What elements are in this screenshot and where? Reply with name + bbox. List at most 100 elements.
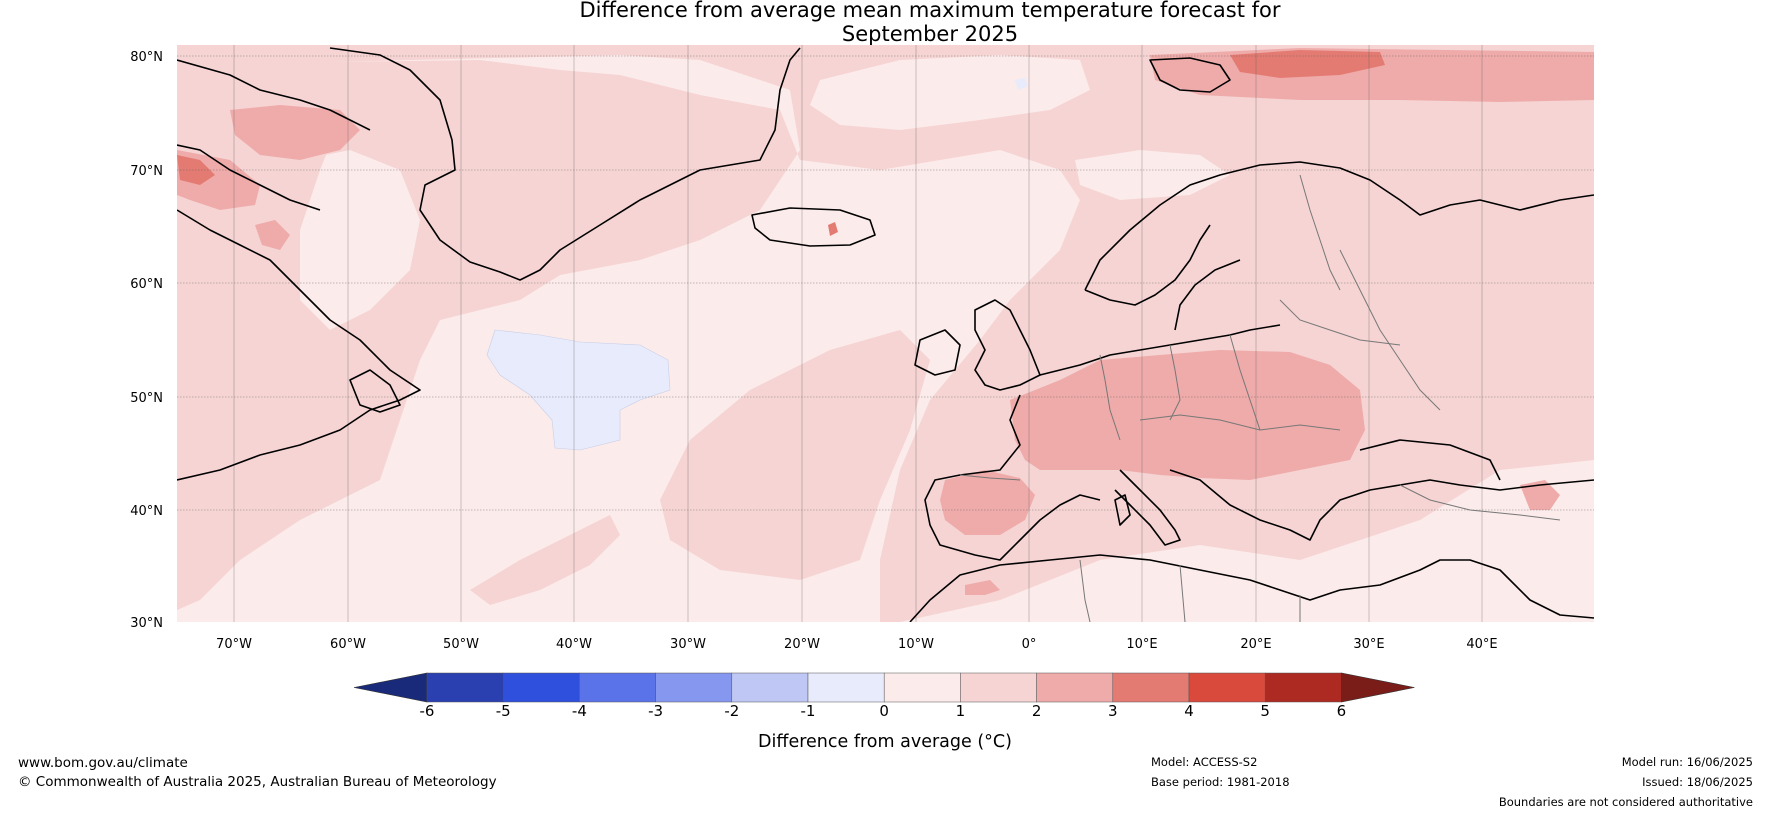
colorbar-tick-label: 1 [956,702,966,720]
anomaly-region-0-1-labrador [290,150,420,330]
lon-label-70w: 70°W [216,637,252,652]
lat-label-60n: 60°N [130,277,163,292]
coastline-sardinia-corsica [1114,494,1131,526]
coastline-black-sea [1359,439,1501,481]
coastline-labrador [177,209,421,481]
lat-label-50n: 50°N [130,391,163,406]
border-central-europe [1139,414,1341,431]
coastlines [177,47,1594,622]
coastline-italy [1114,469,1181,546]
country-borders [959,174,1561,622]
border-finland-russia [1299,174,1341,291]
colorbar-tick-label: 4 [1184,702,1194,720]
lat-label-30n: 30°N [130,616,163,631]
border-baltics [1279,299,1401,346]
coastline-norway-south [1084,224,1211,306]
colorbar-swatch [655,672,733,703]
colorbar-tick-label: -1 [801,702,816,720]
colorbar-tick-label: 3 [1108,702,1118,720]
lon-label-10e: 10°E [1126,637,1157,652]
anomaly-region-3-4-svalbard [1230,50,1385,78]
coastline-balkans [1169,469,1594,541]
graticule [177,55,1594,511]
border-spain-france [959,474,1021,481]
anomaly-region-3-4-iceland [828,222,838,236]
colorbar-swatch [1112,672,1190,703]
coastline-newfoundland [349,369,401,413]
coastline-svalbard [1149,57,1231,93]
lon-label-10w: 10°W [898,637,934,652]
border-turkey [1399,484,1561,521]
footer-model-run: Model run: 16/06/2025 [1621,755,1753,769]
lon-label-60w: 60°W [330,637,366,652]
coastline-france-spain [924,394,1101,561]
anomaly-region-2-3-central-europe [1010,350,1365,480]
anomaly-region-2-3-baffin [230,105,360,160]
coastline-ireland [914,329,961,376]
lat-label-80n: 80°N [130,50,163,65]
colorbar-tick-label: 2 [1032,702,1042,720]
anomaly-region-2-3-north-africa [965,580,1000,595]
lon-label-40e: 40°E [1466,637,1497,652]
colorbar-swatch [1188,672,1266,703]
border-poland-ukraine [1229,334,1261,431]
colorbar-swatch [1264,672,1342,703]
lon-label-30w: 30°W [670,637,706,652]
border-north-africa-states [1079,559,1301,622]
meridians [233,45,1483,622]
map-title: Difference from average mean maximum tem… [0,0,1770,46]
coastline-sweden [1174,259,1241,331]
colorbar-tick-label: 6 [1337,702,1347,720]
border-france-germany [1099,354,1121,441]
footer-site: www.bom.gov.au/climate [18,755,188,771]
colorbar-tick-label: -5 [496,702,511,720]
lon-label-0: 0° [1022,637,1037,652]
colorbar-tick-label: -2 [724,702,739,720]
colorbar-tick-label: -6 [420,702,435,720]
colorbar-tick-label: 0 [879,702,889,720]
colorbar-swatch [502,672,580,703]
footer-model: Model: ACCESS-S2 [1151,755,1258,769]
colorbar-label: Difference from average (°C) [758,732,1012,752]
lat-label-40n: 40°N [130,504,163,519]
coastline-canada-arctic [177,59,371,131]
colorbar-tick-label: -4 [572,702,587,720]
colorbar-ticks: -6 -5 -4 -3 -2 -1 0 1 2 3 4 5 6 [420,702,1347,720]
lon-label-20w: 20°W [784,637,820,652]
coastline-iceland [751,207,876,247]
anomaly-region-1-2-sw-atlantic [470,515,620,605]
anomaly-region-0-1-norwegian-sea [1075,150,1230,200]
colorbar-swatch [807,672,885,703]
map-title-line-1: Difference from average mean maximum tem… [579,0,1281,22]
coastline-scandinavia [1084,161,1594,291]
colorbar: -6 -5 -4 -3 -2 -1 0 1 2 3 4 5 6 Difference from aver… [353,672,1415,752]
border-germany-poland [1169,344,1181,421]
footer-issued: Issued: 18/06/2025 [1642,775,1753,789]
map-title-line-2: September 2025 [841,22,1019,46]
lon-label-40w: 40°W [556,637,592,652]
anomaly-regions [177,45,1594,622]
lon-label-50w: 50°W [443,637,479,652]
coastline-british-isles [974,299,1041,391]
colorbar-swatches [353,672,1415,703]
footer-copyright: © Commonwealth of Australia 2025, Austra… [18,774,497,790]
anomaly-region-2-3-iberia [940,470,1035,535]
colorbar-swatch [883,672,961,703]
anomaly-region-2-3-middle-east [1520,480,1560,510]
lat-label-70n: 70°N [130,164,163,179]
colorbar-extend-high [1341,672,1415,703]
colorbar-tick-label: 5 [1260,702,1270,720]
colorbar-swatch [426,672,504,703]
colorbar-swatch [579,672,656,703]
anomaly-region-minus1-0 [486,329,671,451]
footer-base-period: Base period: 1981-2018 [1151,775,1290,789]
anomaly-region-0-1-north-atlantic [810,55,1090,130]
anomaly-region-1-2-central-atlantic [660,330,930,580]
latitude-labels: 80°N 70°N 60°N 50°N 40°N 30°N [130,50,163,631]
colorbar-tick-label: -3 [648,702,663,720]
colorbar-swatch [731,672,809,703]
coastline-baffin [177,144,321,211]
lon-label-20e: 20°E [1240,637,1271,652]
colorbar-extend-low [353,672,428,703]
